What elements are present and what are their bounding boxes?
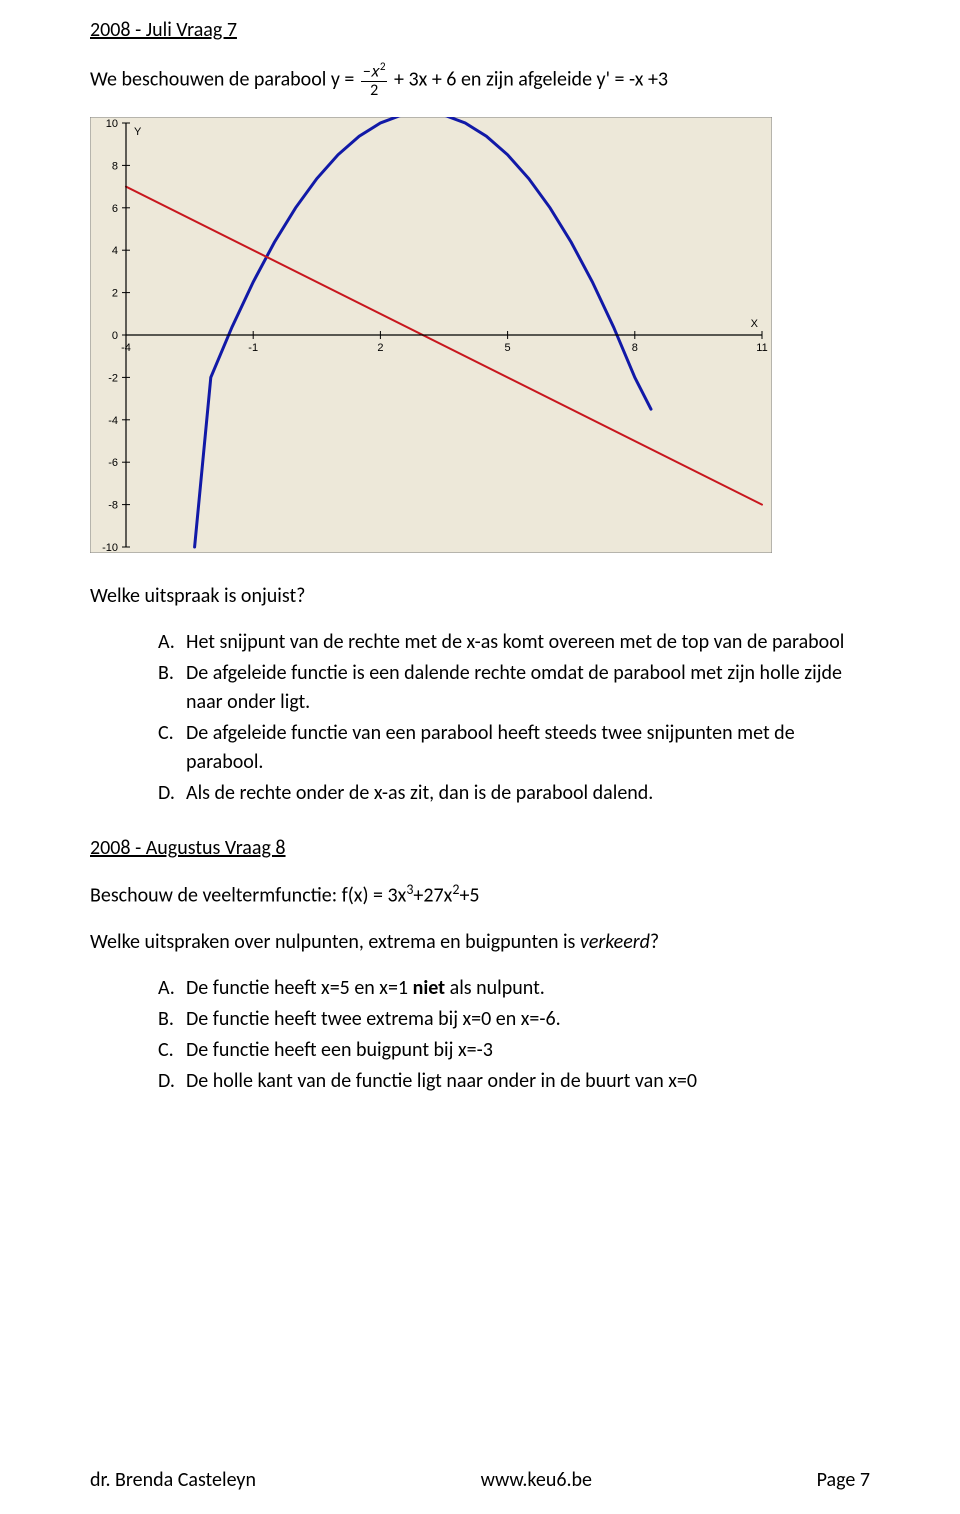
option-letter: D. <box>158 779 175 808</box>
option-letter: A. <box>158 628 175 657</box>
option-text: De functie heeft een buigpunt bij x=-3 <box>186 1038 493 1062</box>
option-text: Als de rechte onder de x-as zit, dan is … <box>186 781 653 805</box>
q7-options: A. Het snijpunt van de rechte met de x-as… <box>90 628 870 808</box>
y-tick-label: -10 <box>102 542 118 553</box>
q8-intro-pre: Beschouw de veeltermfunctie: f(x) = 3x <box>90 884 406 908</box>
x-tick-label: -1 <box>248 342 258 354</box>
q8-options: A. De functie heeft x=5 en x=1 niet als n… <box>90 974 870 1096</box>
option-letter: C. <box>158 719 174 748</box>
y-tick-label: -4 <box>108 415 118 427</box>
page-footer: dr. Brenda Casteleyn www.keu6.be Page 7 <box>90 1468 870 1492</box>
footer-url: www.keu6.be <box>481 1468 592 1492</box>
q7-prompt: Welke uitspraak is onjuist? <box>90 582 870 610</box>
x-tick-label: 11 <box>756 342 767 354</box>
q8-intro: Beschouw de veeltermfunctie: f(x) = 3x3+… <box>90 880 870 910</box>
y-tick-label: 8 <box>112 161 118 173</box>
y-tick-label: 6 <box>112 203 118 215</box>
y-tick-label: -8 <box>108 500 118 512</box>
q8-heading: 2008 - Augustus Vraag 8 <box>90 836 870 860</box>
option-text: De afgeleide functie is een dalende rech… <box>186 661 842 714</box>
q8-prompt-pre: Welke uitspraken over nulpunten, extrema… <box>90 930 580 954</box>
x-axis-label: X <box>751 318 759 330</box>
option-item: C. De functie heeft een buigpunt bij x=-3 <box>158 1036 870 1065</box>
q7-intro-post: + 3x + 6 en zijn afgeleide y' = -x +3 <box>394 67 668 91</box>
y-tick-label: -6 <box>108 458 118 470</box>
y-tick-label: 10 <box>106 118 118 130</box>
option-item: C. De afgeleide functie van een parabool … <box>158 719 870 777</box>
chart-container: -4 -1 2 5 8 11 -10 -8 -6 -4 -2 0 2 4 6 8 10 X Y <box>90 117 870 558</box>
option-letter: B. <box>158 659 174 688</box>
option-text: Het snijpunt van de rechte met de x-as k… <box>186 630 844 654</box>
footer-author: dr. Brenda Casteleyn <box>90 1468 256 1492</box>
y-tick-label: 0 <box>112 330 118 342</box>
option-text-post: als nulpunt. <box>445 976 545 1000</box>
y-tick-label: -2 <box>108 373 118 385</box>
q8-prompt: Welke uitspraken over nulpunten, extrema… <box>90 928 870 956</box>
footer-pagenum: Page 7 <box>817 1468 870 1492</box>
option-text: De holle kant van de functie ligt naar o… <box>186 1069 697 1093</box>
q7-fraction: −𝑥2 2 <box>361 62 388 99</box>
page: 2008 - Juli Vraag 7 We beschouwen de par… <box>0 0 960 1514</box>
q7-frac-num: −𝑥2 <box>361 62 388 82</box>
option-letter: C. <box>158 1036 174 1065</box>
q7-intro-pre: We beschouwen de parabool y = <box>90 67 359 91</box>
x-tick-label: -4 <box>121 342 131 354</box>
q8-prompt-italic: verkeerd <box>580 930 650 954</box>
option-letter: B. <box>158 1005 174 1034</box>
q7-heading: 2008 - Juli Vraag 7 <box>90 18 870 42</box>
y-axis-label: Y <box>134 126 142 138</box>
option-item: B. De functie heeft twee extrema bij x=0 … <box>158 1005 870 1034</box>
option-text-bold: niet <box>413 976 446 1000</box>
option-item: B. De afgeleide functie is een dalende re… <box>158 659 870 717</box>
y-tick-label: 4 <box>112 246 118 258</box>
option-text: De functie heeft twee extrema bij x=0 en… <box>186 1007 561 1031</box>
option-item: A. De functie heeft x=5 en x=1 niet als n… <box>158 974 870 1003</box>
q8-intro-post: +5 <box>459 884 479 908</box>
chart-svg: -4 -1 2 5 8 11 -10 -8 -6 -4 -2 0 2 4 6 8 10 X Y <box>90 117 772 553</box>
option-item: A. Het snijpunt van de rechte met de x-as… <box>158 628 870 657</box>
q8-prompt-post: ? <box>650 930 659 954</box>
option-text: De afgeleide functie van een parabool he… <box>186 721 795 774</box>
option-text-pre: De functie heeft x=5 en x=1 <box>186 976 413 1000</box>
q7-intro: We beschouwen de parabool y = −𝑥2 2 + 3x… <box>90 62 870 99</box>
x-tick-label: 2 <box>377 342 383 354</box>
x-tick-label: 8 <box>632 342 638 354</box>
q7-frac-den: 2 <box>361 82 388 99</box>
option-letter: A. <box>158 974 175 1003</box>
option-letter: D. <box>158 1067 175 1096</box>
option-item: D. Als de rechte onder de x-as zit, dan i… <box>158 779 870 808</box>
option-item: D. De holle kant van de functie ligt naar… <box>158 1067 870 1096</box>
y-tick-label: 2 <box>112 288 118 300</box>
x-tick-label: 5 <box>505 342 511 354</box>
q8-intro-mid: +27x <box>413 884 452 908</box>
